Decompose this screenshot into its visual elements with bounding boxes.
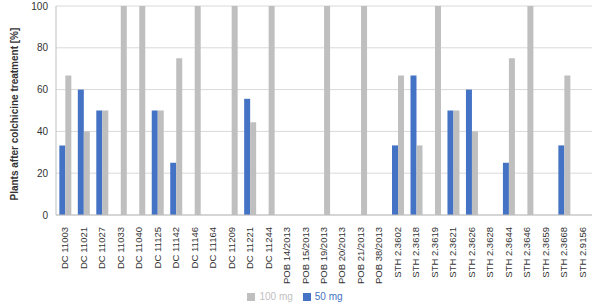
svg-text:DC 11040: DC 11040	[133, 227, 144, 269]
svg-text:60: 60	[37, 84, 49, 95]
svg-text:POB 19/2013: POB 19/2013	[318, 227, 329, 284]
svg-text:POB 14/2013: POB 14/2013	[281, 227, 292, 284]
svg-text:STH 2.3619: STH 2.3619	[429, 227, 440, 278]
svg-text:STH 2.3626: STH 2.3626	[466, 227, 477, 278]
svg-text:DC 11003: DC 11003	[59, 227, 70, 269]
svg-text:20: 20	[37, 168, 49, 179]
svg-text:0: 0	[42, 210, 48, 221]
svg-text:DC 11142: DC 11142	[170, 227, 181, 268]
svg-text:STH 2.3646: STH 2.3646	[521, 227, 532, 278]
svg-text:DC 11244: DC 11244	[263, 227, 274, 269]
svg-text:STH 2.9156: STH 2.9156	[577, 227, 588, 278]
svg-text:STH 2.3668: STH 2.3668	[558, 227, 569, 278]
svg-text:DC 11209: DC 11209	[226, 227, 237, 269]
svg-text:DC 11164: DC 11164	[207, 227, 218, 268]
svg-text:40: 40	[37, 126, 49, 137]
svg-text:POB 38/2013: POB 38/2013	[373, 227, 384, 284]
svg-text:STH 2.3659: STH 2.3659	[540, 227, 551, 278]
html-text:50 mg: 50 mg	[314, 291, 343, 302]
svg-text:DC 11125: DC 11125	[152, 227, 163, 268]
svg-text:STH 2.3621: STH 2.3621	[447, 227, 458, 278]
svg-text:DC 11027: DC 11027	[96, 227, 107, 269]
svg-text:Plants after colchicine treatm: Plants after colchicine treatment [%]	[9, 28, 20, 201]
svg-text:POB 21/2013: POB 21/2013	[355, 227, 366, 284]
svg-text:POB 20/2013: POB 20/2013	[336, 227, 347, 284]
svg-text:DC 11146: DC 11146	[189, 227, 200, 268]
svg-text:STH 2.3618: STH 2.3618	[410, 227, 421, 278]
svg-text:POB 15/2013: POB 15/2013	[300, 227, 311, 284]
html-text:100 mg: 100 mg	[259, 291, 293, 302]
svg-text:80: 80	[37, 42, 49, 53]
svg-text:STH 2.3644: STH 2.3644	[503, 227, 514, 278]
svg-text:STH 2.3628: STH 2.3628	[484, 227, 495, 278]
svg-text:DC 11221: DC 11221	[244, 227, 255, 269]
svg-text:100: 100	[31, 1, 48, 12]
svg-text:DC 11033: DC 11033	[115, 227, 126, 269]
svg-text:DC 11021: DC 11021	[78, 227, 89, 269]
svg-text:STH 2.3602: STH 2.3602	[392, 227, 403, 278]
